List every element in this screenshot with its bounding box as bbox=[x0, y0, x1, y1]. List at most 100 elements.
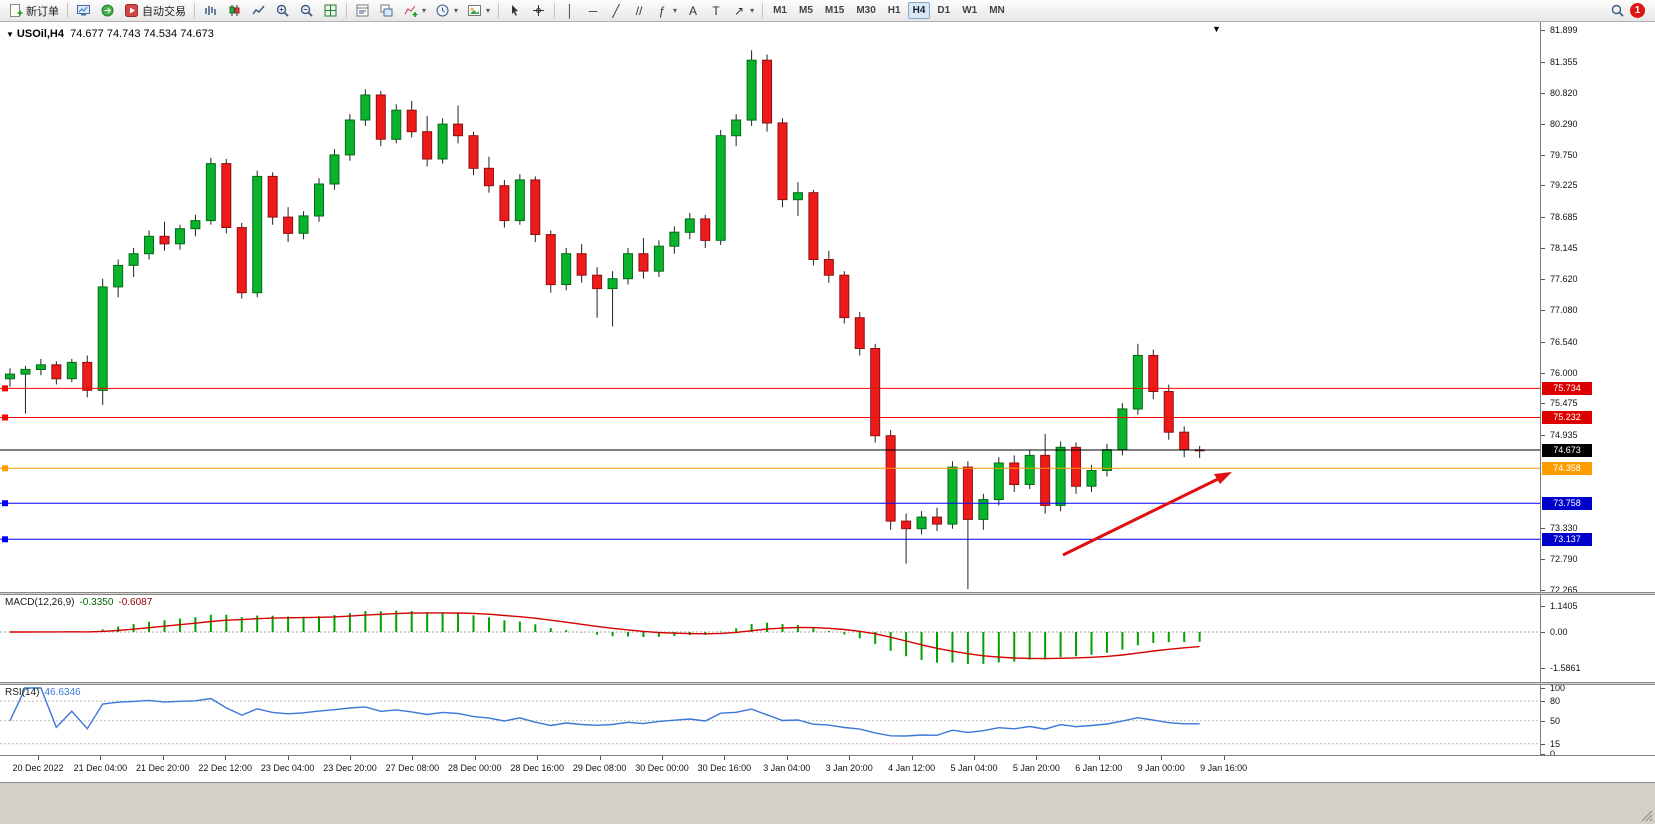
candle bbox=[236, 222, 247, 299]
navigator-button[interactable] bbox=[96, 0, 119, 21]
resize-grip-icon[interactable] bbox=[1640, 809, 1653, 822]
timeframe-m30[interactable]: M30 bbox=[856, 5, 876, 16]
periods-button[interactable]: ▾ bbox=[431, 0, 462, 21]
cursor-button[interactable] bbox=[503, 0, 526, 21]
timeframe-m5[interactable]: M5 bbox=[798, 5, 813, 16]
candle bbox=[870, 343, 881, 443]
candle bbox=[406, 100, 417, 138]
market-watch-button[interactable] bbox=[72, 0, 95, 21]
price-tick-label: 78.145 bbox=[1550, 243, 1578, 254]
timeframe-w1[interactable]: W1 bbox=[962, 5, 978, 16]
rsi-pane[interactable]: RSI(14) 46.6346 bbox=[0, 685, 1655, 755]
new-order-button[interactable]: 新订单 bbox=[4, 0, 63, 21]
channel-icon: // bbox=[635, 3, 643, 18]
level-line-handle[interactable] bbox=[2, 536, 8, 543]
price-axis[interactable]: 81.899 81.355 80.820 80.290 79.750 79.225 78.6… bbox=[1540, 22, 1655, 782]
pane-splitter[interactable] bbox=[0, 682, 1655, 685]
trend-arrow-head[interactable] bbox=[1214, 472, 1232, 484]
candle bbox=[329, 149, 340, 190]
axis-tick-mark bbox=[1541, 701, 1545, 703]
cascade-windows-button[interactable] bbox=[375, 0, 398, 21]
candle bbox=[623, 247, 633, 285]
channel-button[interactable]: // bbox=[628, 0, 650, 21]
candle bbox=[854, 311, 865, 356]
indicators-button[interactable]: ▾ bbox=[399, 0, 430, 21]
text-button[interactable]: A bbox=[682, 0, 704, 21]
candlestick-chart-button[interactable] bbox=[223, 0, 246, 21]
rsi-chart[interactable] bbox=[0, 685, 1540, 755]
level-line-handle[interactable] bbox=[2, 385, 8, 392]
pane-splitter[interactable] bbox=[0, 592, 1655, 595]
level-line-handle[interactable] bbox=[2, 465, 8, 472]
time-tick-mark bbox=[1161, 756, 1163, 760]
auto-trading-button[interactable]: 自动交易 bbox=[120, 0, 190, 21]
candle bbox=[762, 54, 773, 132]
timeframe-mn[interactable]: MN bbox=[989, 5, 1005, 16]
time-tick-mark bbox=[599, 756, 601, 760]
text-label-button[interactable]: T bbox=[705, 0, 727, 21]
time-label: 28 Dec 16:00 bbox=[510, 763, 564, 773]
trend-arrow[interactable] bbox=[1062, 477, 1219, 557]
price-tick-label: 0 bbox=[1550, 748, 1556, 759]
candle bbox=[468, 131, 479, 176]
time-axis[interactable]: 20 Dec 2022 21 Dec 04:00 21 Dec 20:00 22 De… bbox=[0, 755, 1655, 782]
timeframe-h1[interactable]: H1 bbox=[887, 5, 901, 16]
notification-badge[interactable]: 1 bbox=[1630, 3, 1645, 18]
candle bbox=[5, 368, 15, 387]
candle bbox=[360, 89, 371, 126]
fibonacci-icon: ƒ bbox=[658, 3, 666, 18]
candle bbox=[159, 221, 170, 251]
tile-windows-button[interactable] bbox=[319, 0, 342, 21]
arrows-button[interactable]: ↗ ▾ bbox=[728, 0, 758, 21]
candle bbox=[422, 116, 433, 167]
line-chart-button[interactable] bbox=[247, 0, 270, 21]
fibonacci-button[interactable]: ƒ ▾ bbox=[651, 0, 681, 21]
time-tick-mark bbox=[911, 756, 913, 760]
market-watch-icon bbox=[77, 5, 90, 16]
bar-chart-button[interactable] bbox=[199, 0, 222, 21]
search-button[interactable] bbox=[1606, 0, 1629, 21]
zoom-out-button[interactable] bbox=[295, 0, 318, 21]
time-label: 27 Dec 08:00 bbox=[385, 763, 440, 773]
price-tick-label: 76.540 bbox=[1550, 336, 1578, 347]
candle bbox=[916, 511, 927, 535]
main-chart-pane[interactable]: ▼ USOil,H4 74.677 74.743 74.534 74.673 ▼ bbox=[0, 22, 1655, 592]
axis-tick-mark bbox=[1541, 372, 1545, 374]
candle bbox=[35, 358, 46, 376]
time-tick-mark bbox=[162, 756, 164, 760]
timeframe-m1[interactable]: M1 bbox=[773, 5, 787, 16]
symbol-collapse-icon[interactable]: ▼ bbox=[6, 30, 14, 39]
level-line-handle[interactable] bbox=[2, 414, 8, 421]
vertical-line-button[interactable]: │ bbox=[559, 0, 581, 21]
time-label: 20 Dec 2022 bbox=[12, 763, 64, 773]
crosshair-button[interactable] bbox=[527, 0, 550, 21]
time-label: 3 Jan 20:00 bbox=[825, 763, 873, 773]
timeframe-h4[interactable]: H4 bbox=[907, 2, 931, 19]
timeframe-d1[interactable]: D1 bbox=[937, 5, 951, 16]
arrange-windows-button[interactable] bbox=[351, 0, 374, 21]
macd-pane[interactable]: MACD(12,26,9) -0.3350 -0.6087 bbox=[0, 595, 1655, 682]
timeframe-m15[interactable]: M15 bbox=[824, 5, 845, 16]
templates-button[interactable]: ▾ bbox=[463, 0, 494, 21]
macd-chart[interactable] bbox=[0, 595, 1540, 682]
candle bbox=[190, 214, 201, 237]
time-label: 21 Dec 20:00 bbox=[136, 763, 190, 773]
macd-signal-value: -0.6087 bbox=[118, 597, 153, 608]
candle bbox=[715, 129, 726, 245]
candlestick-chart[interactable] bbox=[0, 22, 1540, 592]
candle bbox=[174, 224, 185, 250]
level-line-handle[interactable] bbox=[2, 500, 8, 507]
clock-icon bbox=[436, 4, 449, 17]
candle bbox=[20, 365, 31, 414]
candle bbox=[453, 105, 464, 144]
axis-tick-mark bbox=[1541, 403, 1545, 405]
candlestick-chart-icon bbox=[229, 5, 240, 16]
chart-shift-marker[interactable]: ▼ bbox=[1212, 24, 1221, 34]
candle bbox=[82, 355, 93, 398]
candle bbox=[1148, 349, 1159, 400]
horizontal-line-button[interactable]: ─ bbox=[582, 0, 604, 21]
candle bbox=[1024, 449, 1035, 490]
chevron-down-icon: ▾ bbox=[454, 6, 459, 15]
zoom-in-button[interactable] bbox=[271, 0, 294, 21]
trendline-button[interactable]: ╱ bbox=[605, 0, 627, 21]
